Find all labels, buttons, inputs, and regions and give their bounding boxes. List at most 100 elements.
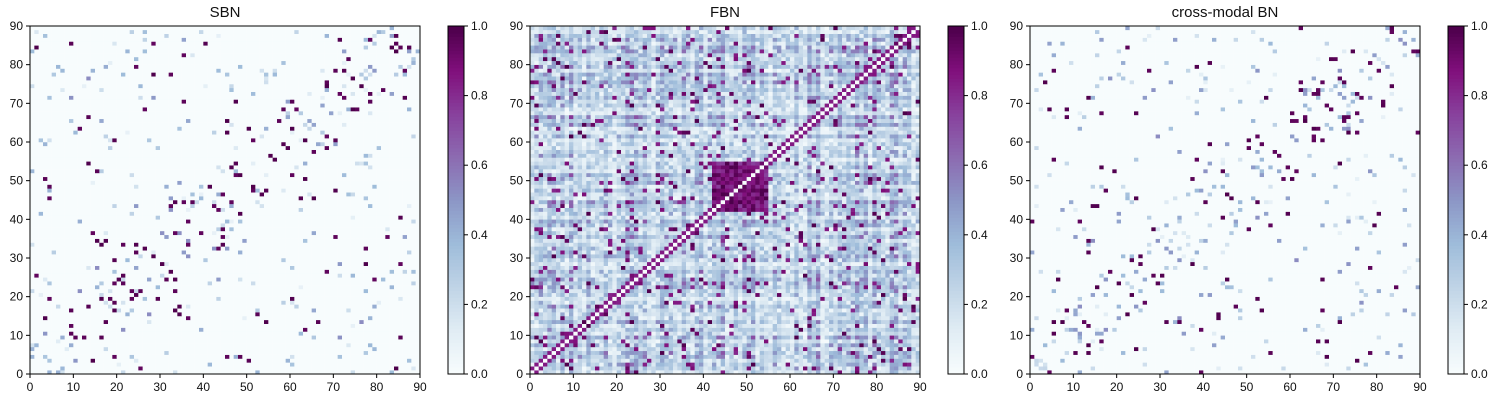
heatmap-cell: [216, 176, 221, 181]
heatmap-cell: [181, 223, 187, 228]
heatmap-cell: [294, 227, 299, 232]
heatmap-cell: [216, 296, 221, 301]
heatmap-cell: [43, 180, 48, 185]
heatmap-cell: [337, 269, 343, 274]
heatmap-cell: [142, 261, 148, 266]
heatmap-cell: [298, 296, 304, 301]
heatmap-cell: [177, 188, 182, 193]
heatmap-cell: [90, 219, 96, 224]
heatmap-cell: [376, 184, 382, 189]
heatmap-cell: [212, 246, 217, 251]
heatmap-cell: [125, 273, 130, 278]
heatmap-cell: [207, 366, 213, 371]
heatmap-cell: [381, 242, 386, 247]
heatmap-cell: [56, 285, 61, 290]
heatmap-cell: [186, 366, 191, 371]
heatmap-cell: [346, 312, 351, 317]
heatmap-cell: [112, 316, 117, 321]
heatmap-cell: [303, 215, 308, 220]
heatmap-cell: [73, 176, 78, 181]
heatmap-cell: [359, 308, 364, 313]
heatmap-cell: [73, 227, 78, 232]
heatmap-cell: [298, 327, 304, 332]
heatmap-cell: [190, 281, 195, 286]
heatmap-cell: [64, 223, 70, 228]
heatmap-cell: [177, 172, 182, 178]
heatmap-cell: [259, 350, 265, 355]
heatmap-cell: [415, 219, 421, 224]
heatmap-cell: [60, 273, 65, 278]
heatmap-cell: [47, 331, 52, 336]
heatmap-cell: [394, 292, 399, 297]
heatmap-cell: [56, 215, 61, 220]
heatmap-cell: [199, 316, 204, 321]
heatmap-cell: [415, 203, 421, 208]
heatmap-cell: [242, 230, 247, 236]
heatmap-cell: [407, 292, 412, 297]
heatmap-cell: [264, 207, 269, 212]
heatmap-cell: [320, 165, 325, 170]
heatmap-cell: [242, 203, 247, 208]
heatmap-cell: [264, 203, 269, 208]
heatmap-cell: [95, 207, 100, 212]
heatmap-cell: [281, 215, 286, 220]
heatmap-cell: [259, 288, 265, 294]
heatmap-cell: [151, 277, 156, 282]
heatmap-cell: [238, 261, 243, 266]
heatmap-cell: [229, 362, 234, 367]
heatmap-cell: [376, 254, 382, 259]
heatmap-cell: [385, 203, 390, 208]
heatmap-cell: [108, 180, 113, 185]
heatmap-cell: [30, 207, 35, 212]
heatmap-cell: [311, 242, 317, 247]
heatmap-cell: [251, 296, 256, 301]
heatmap-cell: [411, 296, 416, 301]
heatmap-cell: [168, 300, 174, 305]
heatmap-cell: [316, 169, 321, 174]
heatmap-cell: [173, 230, 178, 236]
heatmap-cell: [199, 331, 204, 336]
heatmap-cell: [38, 319, 44, 324]
heatmap-cell: [394, 242, 399, 247]
heatmap-cell: [116, 180, 122, 185]
heatmap-cell: [47, 288, 52, 294]
heatmap-cell: [359, 254, 364, 259]
heatmap-cell: [186, 308, 191, 313]
heatmap-cell: [268, 261, 273, 266]
heatmap-cell: [134, 335, 139, 340]
heatmap-cell: [389, 165, 395, 170]
heatmap-cell: [320, 203, 325, 208]
heatmap-cell: [372, 350, 377, 355]
heatmap-cell: [290, 296, 295, 301]
heatmap-cell: [30, 354, 35, 359]
heatmap-cell: [268, 316, 273, 321]
heatmap-cell: [389, 335, 395, 340]
heatmap-cell: [372, 172, 377, 178]
heatmap-cell: [216, 234, 221, 239]
heatmap-cell: [350, 207, 356, 212]
heatmap-cell: [190, 188, 195, 193]
heatmap-cell: [142, 172, 148, 178]
heatmap-cell: [320, 300, 325, 305]
heatmap-cell: [285, 339, 291, 344]
heatmap-cell: [264, 300, 269, 305]
heatmap-cell: [216, 261, 221, 266]
heatmap-cell: [220, 304, 226, 309]
heatmap-cell: [389, 350, 395, 355]
heatmap-cell: [246, 339, 252, 344]
heatmap-cell: [225, 254, 230, 259]
heatmap-cell: [268, 234, 273, 239]
heatmap-cell: [225, 288, 230, 294]
heatmap-cell: [333, 288, 338, 294]
heatmap-cell: [129, 323, 135, 328]
heatmap-cell: [290, 343, 295, 348]
heatmap-cell: [112, 335, 117, 340]
heatmap-cell: [34, 370, 39, 375]
heatmap-cell: [203, 346, 208, 352]
heatmap-cell: [320, 362, 325, 367]
heatmap-cell: [194, 250, 200, 255]
heatmap-cell: [389, 258, 395, 263]
heatmap-cell: [142, 277, 148, 282]
heatmap-cell: [346, 200, 351, 205]
heatmap-cell: [303, 354, 308, 359]
